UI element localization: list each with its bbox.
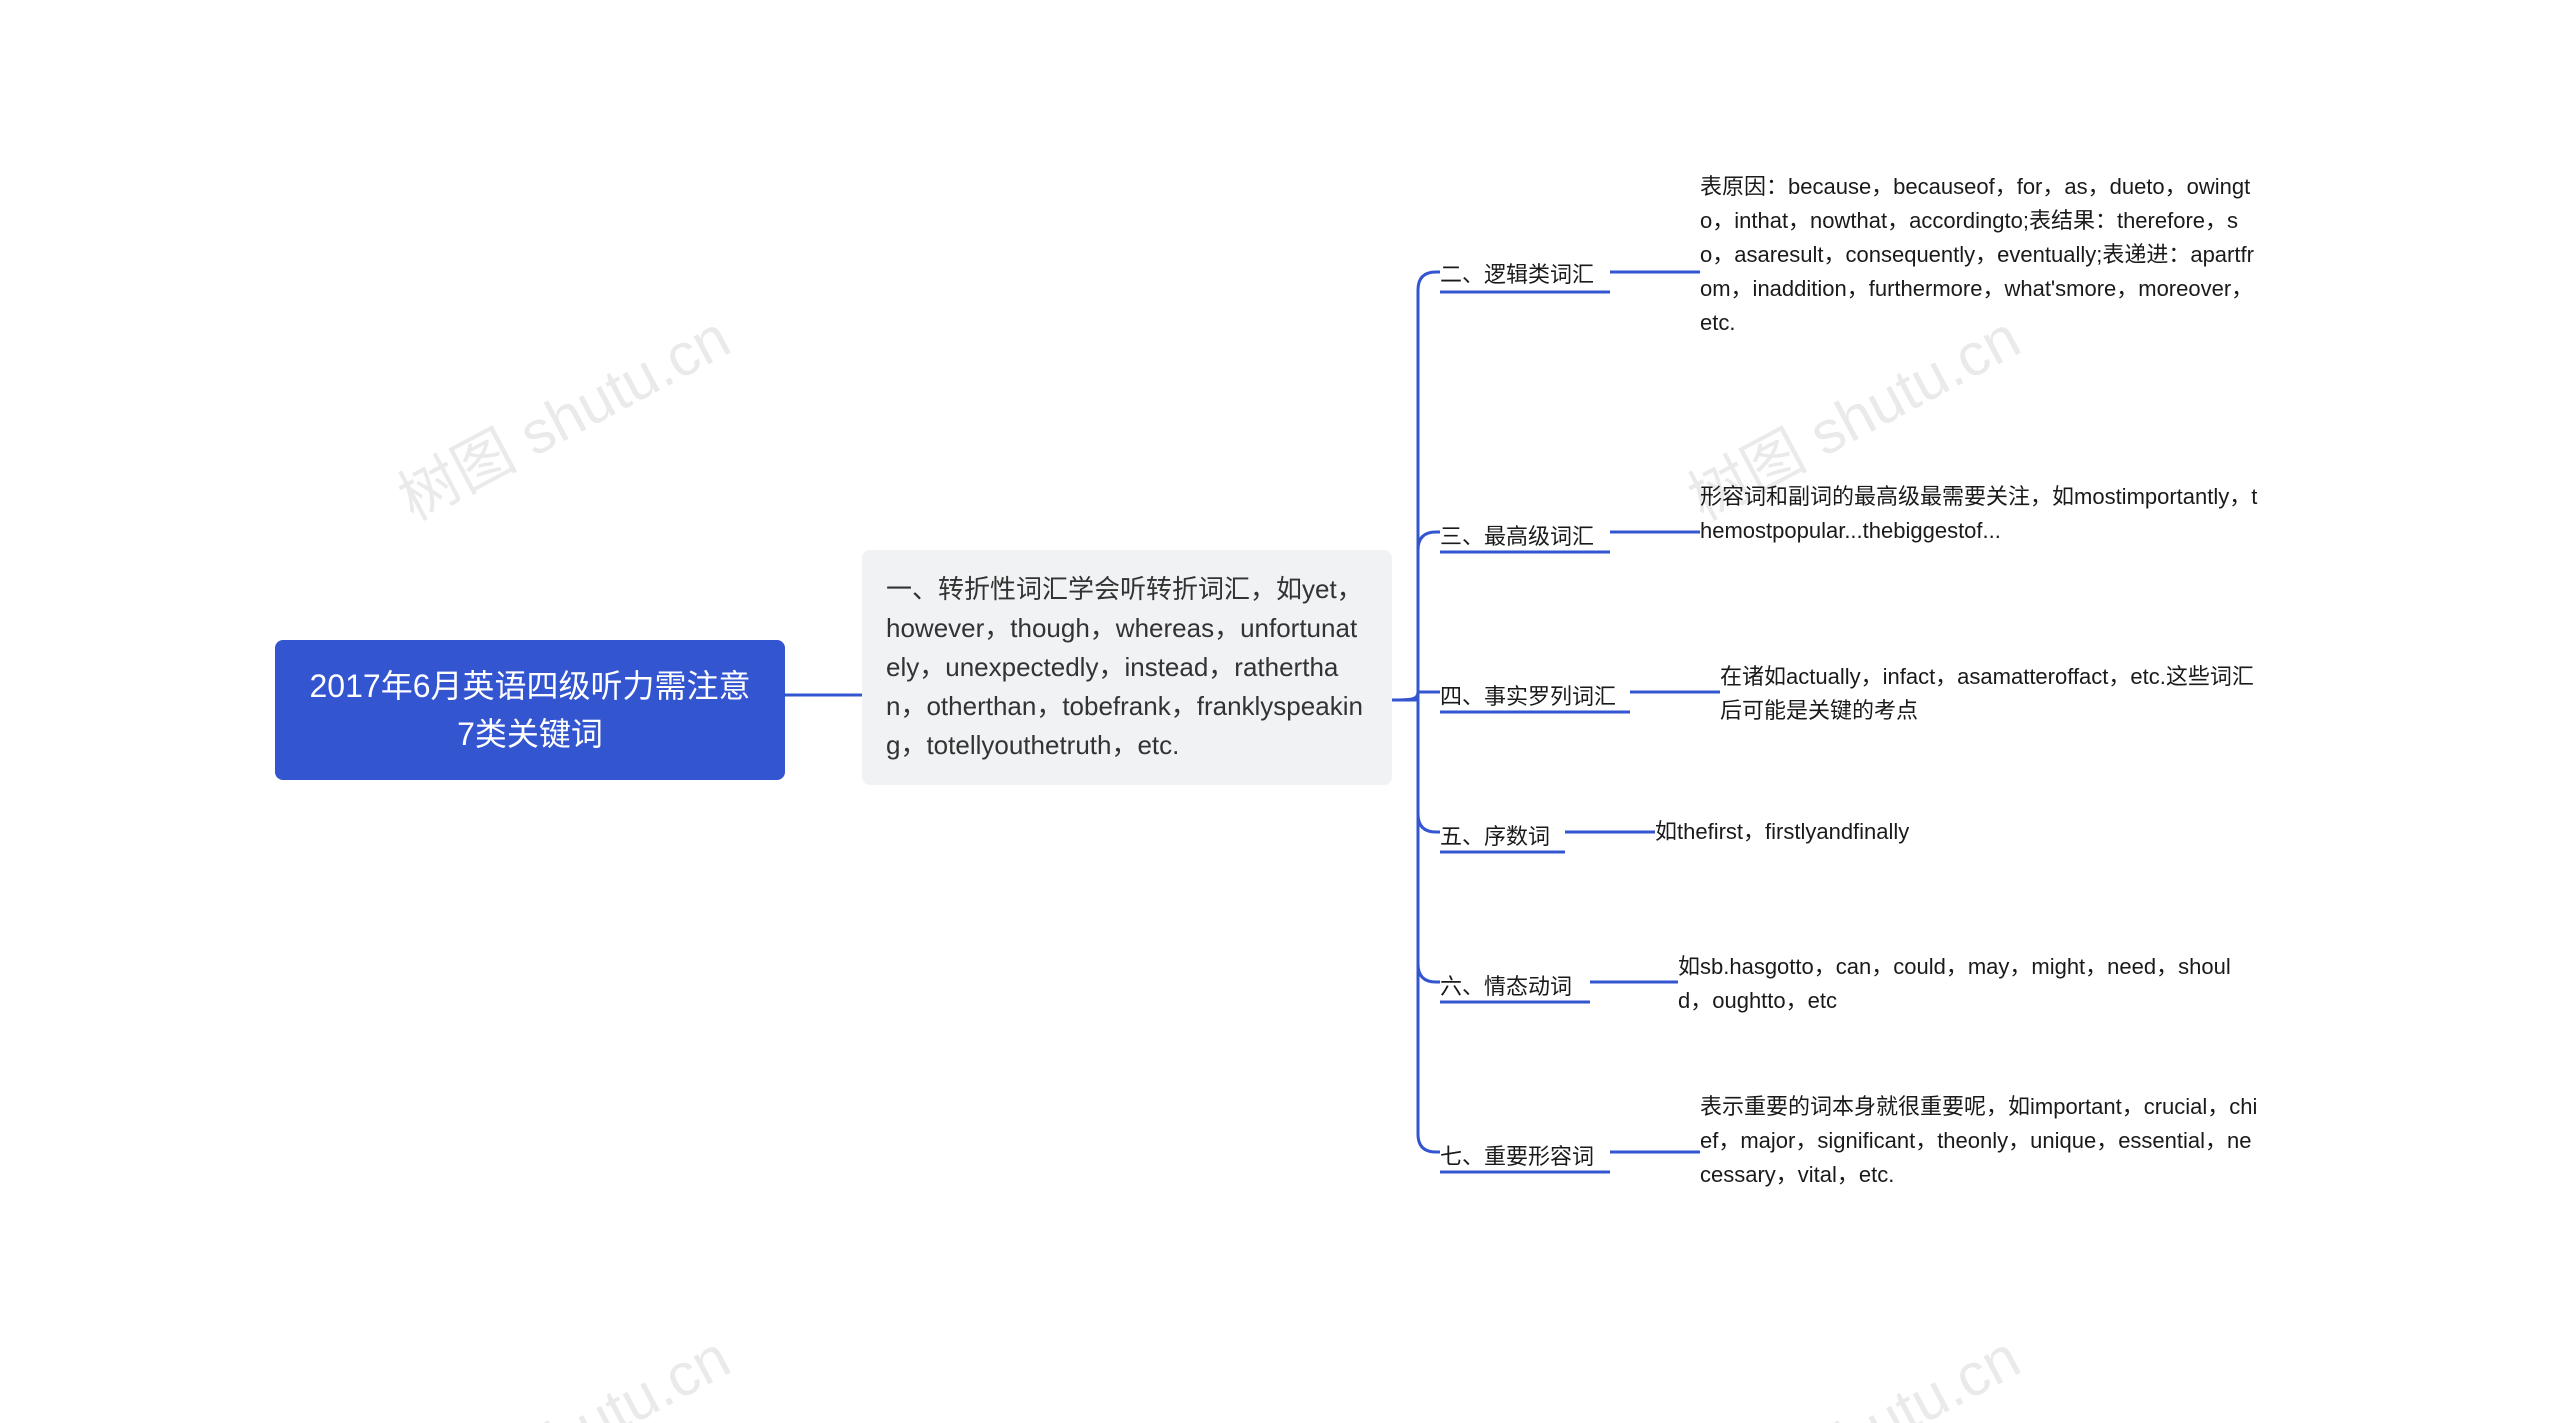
leaf-label: 如thefirst，firstlyandfinally [1655, 819, 1909, 844]
branch-node-4: 四、事实罗列词汇 [1440, 680, 1616, 713]
leaf-node-3: 形容词和副词的最高级最需要关注，如mostimportantly，themost… [1700, 480, 2260, 548]
branch-label: 二、逻辑类词汇 [1440, 262, 1594, 287]
branch-label: 四、事实罗列词汇 [1440, 684, 1616, 709]
mindmap-root: 2017年6月英语四级听力需注意7类关键词 [275, 640, 785, 780]
leaf-label: 如sb.hasgotto，can，could，may，might，need，sh… [1678, 954, 2231, 1013]
leaf-node-4: 在诸如actually，infact，asamatteroffact，etc.这… [1720, 660, 2260, 728]
watermark: 树图 shutu.cn [381, 290, 743, 537]
leaf-label: 形容词和副词的最高级最需要关注，如mostimportantly，themost… [1700, 484, 2257, 543]
leaf-node-7: 表示重要的词本身就很重要呢，如important，crucial，chief，m… [1700, 1090, 2260, 1192]
leaf-label: 表示重要的词本身就很重要呢，如important，crucial，chief，m… [1700, 1094, 2257, 1187]
mindmap-level1: 一、转折性词汇学会听转折词汇，如yet，however，though，where… [862, 550, 1392, 785]
level1-label: 一、转折性词汇学会听转折词汇，如yet，however，though，where… [886, 574, 1363, 760]
leaf-node-2: 表原因：because，becauseof，for，as，dueto，owing… [1700, 170, 2260, 340]
leaf-node-6: 如sb.hasgotto，can，could，may，might，need，sh… [1678, 950, 2238, 1018]
branch-label: 七、重要形容词 [1440, 1144, 1594, 1169]
branch-label: 五、序数词 [1440, 824, 1550, 849]
watermark: 树图 shutu.cn [381, 1310, 743, 1423]
branch-node-2: 二、逻辑类词汇 [1440, 258, 1594, 291]
leaf-label: 表原因：because，becauseof，for，as，dueto，owing… [1700, 174, 2254, 335]
watermark: 树图 shutu.cn [1671, 1310, 2033, 1423]
branch-node-7: 七、重要形容词 [1440, 1140, 1594, 1173]
branch-label: 六、情态动词 [1440, 974, 1572, 999]
root-label: 2017年6月英语四级听力需注意7类关键词 [310, 668, 751, 752]
branch-node-3: 三、最高级词汇 [1440, 520, 1594, 553]
branch-node-5: 五、序数词 [1440, 820, 1550, 853]
leaf-label: 在诸如actually，infact，asamatteroffact，etc.这… [1720, 664, 2254, 723]
branch-label: 三、最高级词汇 [1440, 524, 1594, 549]
leaf-node-5: 如thefirst，firstlyandfinally [1655, 815, 2215, 849]
branch-node-6: 六、情态动词 [1440, 970, 1572, 1003]
